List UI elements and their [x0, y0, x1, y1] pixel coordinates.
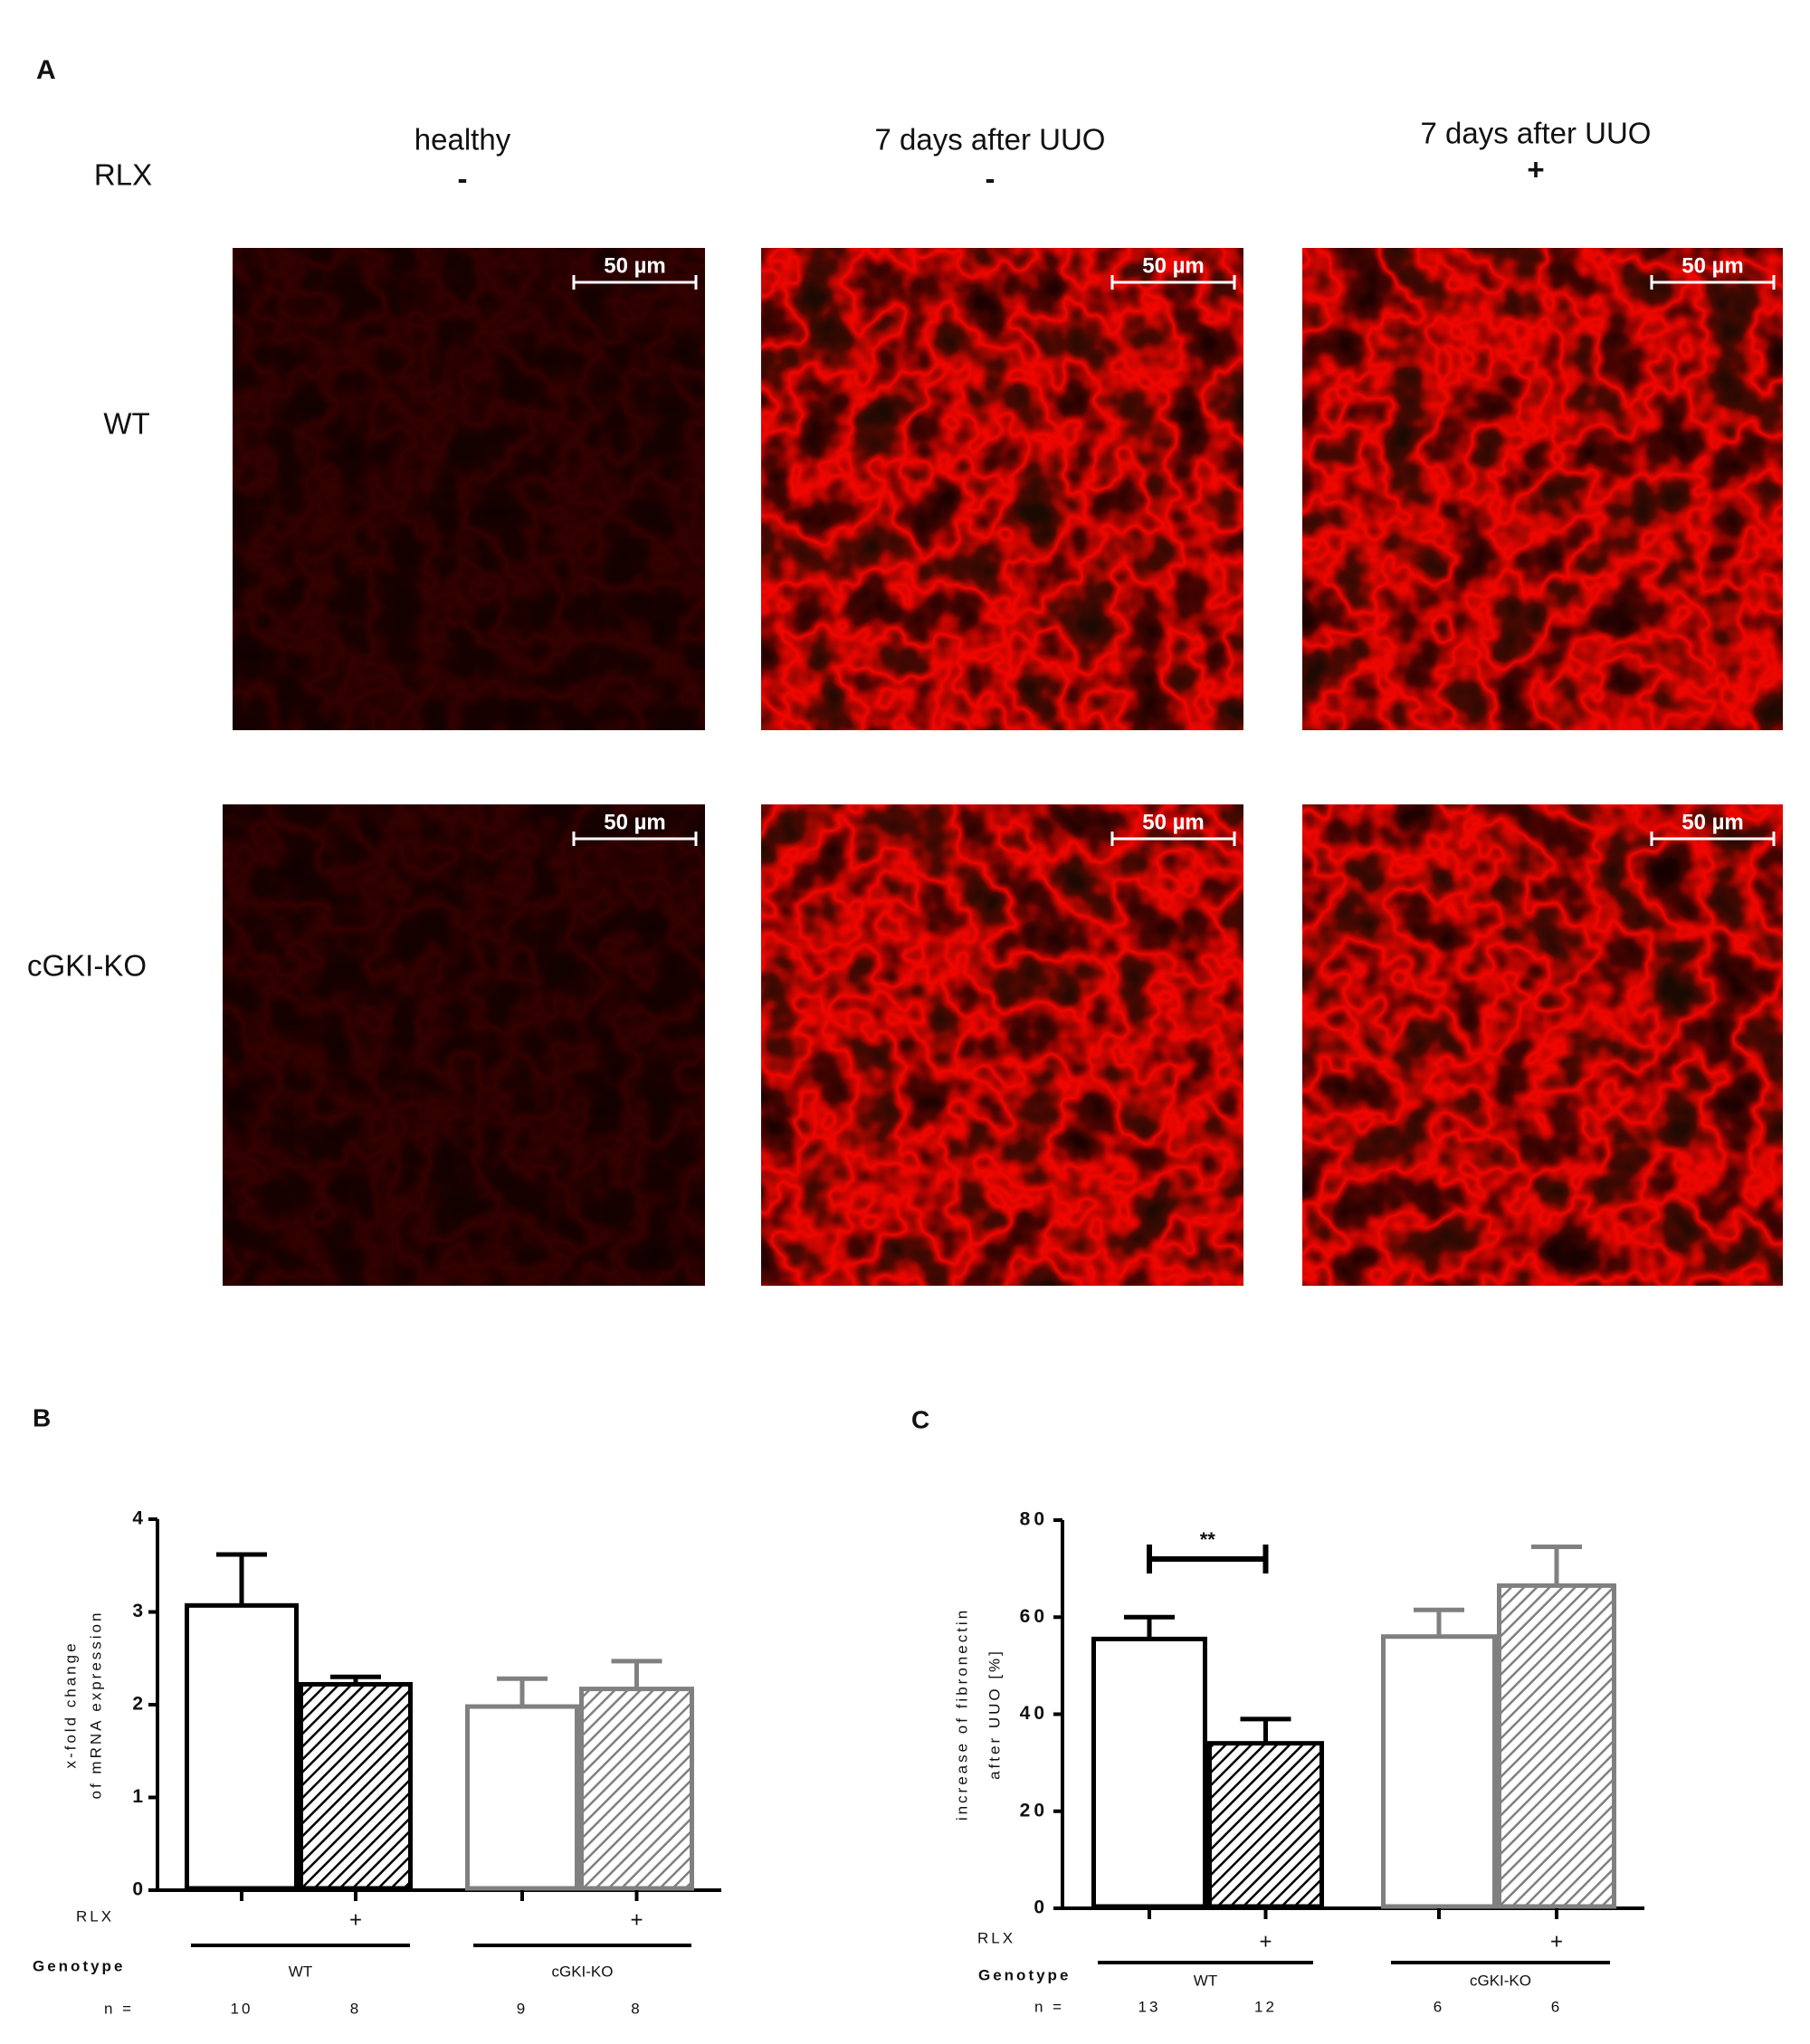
group-label: WT [1194, 1972, 1217, 1989]
n-value: 8 [631, 2000, 642, 2017]
y-tick-label: 80 [1020, 1509, 1048, 1530]
n-value: 9 [517, 2000, 528, 2017]
bar [1207, 1741, 1324, 1909]
error-bar [1414, 1607, 1464, 1637]
error-bar [1531, 1544, 1582, 1586]
y-tick-label: 4 [132, 1508, 143, 1529]
n-value: 6 [1551, 1998, 1562, 2015]
error-bar [497, 1676, 548, 1707]
row-label: RLX [76, 1907, 114, 1925]
y-tick-label: 60 [1020, 1606, 1048, 1627]
scale-bar [1650, 832, 1776, 846]
column-rlx: + [1527, 153, 1544, 186]
n-value: 10 [231, 2000, 253, 2017]
panel-label: C [911, 1405, 929, 1433]
micrograph [1302, 248, 1783, 730]
scale-bar [1110, 275, 1236, 290]
bar [465, 1704, 579, 1891]
micrograph [233, 248, 705, 730]
bar [1381, 1634, 1497, 1909]
row-label: WT [103, 407, 149, 441]
scale-bar-label: 50 µm [1681, 810, 1744, 834]
scale-bar [1110, 832, 1236, 846]
group-label: cGKI-KO [551, 1963, 613, 1980]
column-title: 7 days after UUO [875, 123, 1106, 157]
scale-bar-label: 50 µm [1681, 253, 1744, 278]
y-tick-label: 0 [1034, 1897, 1048, 1918]
bar [579, 1687, 694, 1891]
n-value: 6 [1434, 1998, 1444, 2015]
error-bar [1124, 1614, 1175, 1640]
x-tick-label: + [630, 1907, 643, 1932]
n-value: 13 [1138, 1998, 1161, 2015]
micrograph [761, 248, 1243, 730]
panel-label: A [36, 55, 56, 85]
y-axis-label: of mRNA expression [87, 1611, 104, 1800]
n-value: 12 [1254, 1998, 1277, 2015]
bar [1497, 1583, 1616, 1909]
row-label: RLX [977, 1929, 1015, 1946]
error-bar [216, 1552, 267, 1606]
row-label: n = [1034, 1998, 1064, 2015]
significance-label: ** [1200, 1528, 1216, 1551]
column-rlx: - [986, 162, 996, 195]
x-tick-label: + [349, 1907, 362, 1932]
micrograph [761, 804, 1243, 1286]
column-title: healthy [414, 123, 511, 157]
bar [1091, 1636, 1207, 1909]
bar [299, 1681, 413, 1891]
scale-bar-label: 50 µm [1142, 810, 1205, 834]
row-label: n = [104, 2000, 134, 2017]
row-label: Genotype [978, 1966, 1071, 1983]
group-label: cGKI-KO [1470, 1972, 1531, 1989]
scale-bar-label: 50 µm [1142, 253, 1205, 278]
micrograph [1302, 804, 1783, 1286]
row-label: Genotype [33, 1957, 125, 1974]
error-bar [1240, 1716, 1291, 1744]
y-axis-label: increase of fibronectin [953, 1608, 970, 1821]
y-tick-label: 3 [132, 1601, 143, 1621]
y-tick-label: 2 [132, 1694, 143, 1715]
x-tick-label: + [1259, 1929, 1272, 1954]
y-tick-label: 40 [1020, 1703, 1048, 1724]
group-label: WT [289, 1963, 312, 1980]
scale-bar [572, 275, 698, 290]
panel-label: B [33, 1403, 51, 1431]
column-rlx: - [458, 162, 468, 195]
y-tick-label: 1 [132, 1786, 143, 1807]
y-tick-label: 20 [1020, 1800, 1048, 1821]
error-bar [611, 1659, 662, 1689]
micrograph [223, 804, 705, 1286]
row-label: cGKI-KO [27, 949, 147, 983]
significance-bracket [1147, 1545, 1269, 1573]
n-value: 8 [350, 2000, 361, 2017]
y-axis-label: after UUO [%] [986, 1649, 1003, 1780]
row-header: RLX [94, 158, 152, 192]
column-title: 7 days after UUO [1421, 117, 1652, 150]
scale-bar [1650, 275, 1776, 290]
y-tick-label: 0 [132, 1879, 143, 1900]
bar [185, 1602, 299, 1891]
scale-bar-label: 50 µm [604, 253, 666, 278]
x-tick-label: + [1550, 1929, 1563, 1954]
scale-bar [572, 832, 698, 846]
y-axis-label: x-fold change [62, 1640, 79, 1768]
scale-bar-label: 50 µm [604, 810, 666, 834]
